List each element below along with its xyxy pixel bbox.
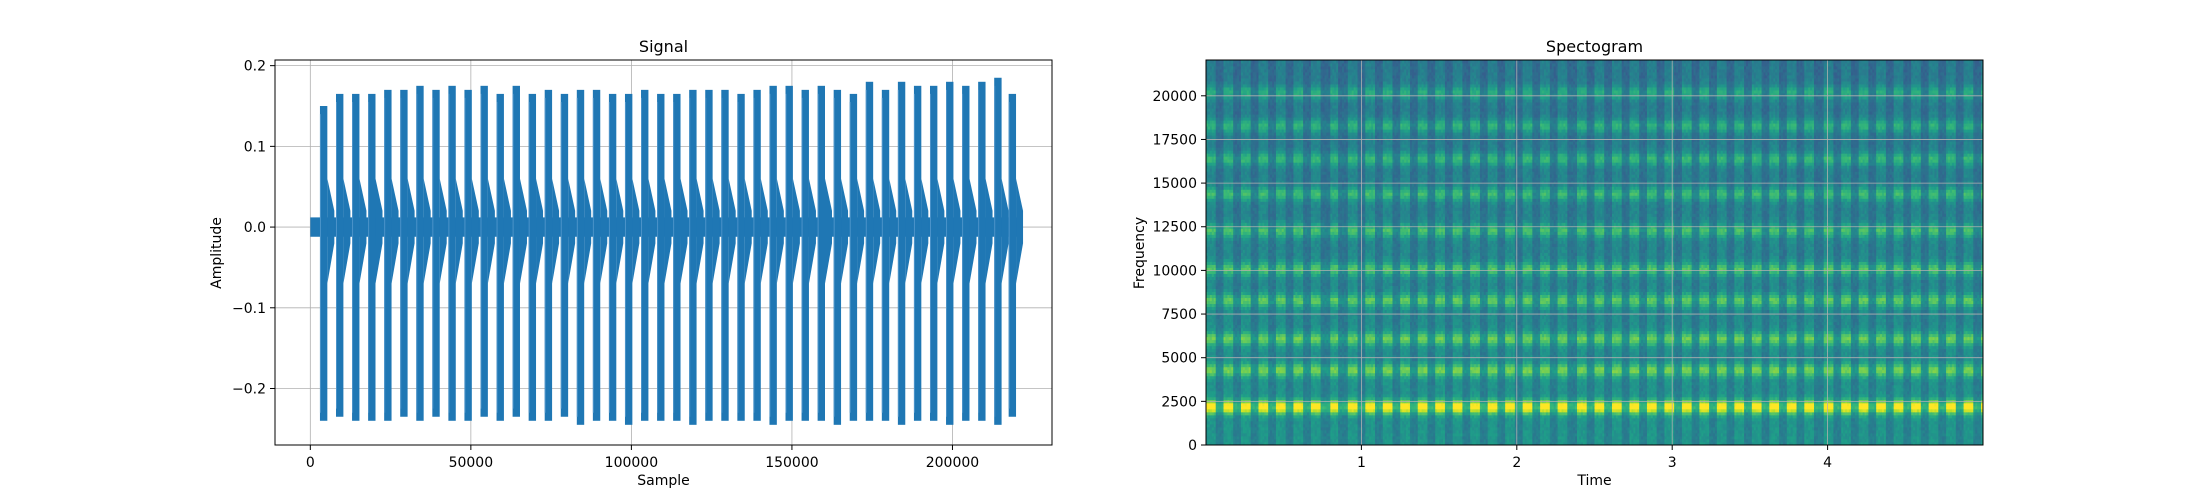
signal-xlabel: Sample bbox=[637, 473, 690, 489]
signal-y-tick-label: 0.2 bbox=[244, 59, 266, 75]
signal-x-tick-label: 0 bbox=[306, 455, 315, 471]
spectrogram-y-tick-label: 5000 bbox=[1161, 351, 1197, 367]
signal-y-tick-label: −0.2 bbox=[232, 382, 266, 398]
signal-y-tick-label: −0.1 bbox=[232, 301, 266, 317]
spectrogram-x-tick-label: 1 bbox=[1357, 455, 1366, 471]
signal-title: Signal bbox=[639, 37, 688, 56]
signal-x-tick-label: 50000 bbox=[449, 455, 494, 471]
spectrogram-y-tick-label: 0 bbox=[1188, 438, 1197, 454]
spectrogram-y-tick-label: 20000 bbox=[1152, 89, 1197, 105]
spectrogram-chart: 1 2 3 4 0 2500 5000 7500 10000 12500 15000 17500 200… bbox=[1132, 37, 1983, 489]
signal-x-tick-label: 100000 bbox=[605, 455, 658, 471]
spectrogram-y-tick-label: 2500 bbox=[1161, 394, 1197, 410]
signal-chart: 0 50000 100000 150000 200000 −0.2 −0.1 0.0 0.1 0.… bbox=[209, 37, 1052, 489]
spectrogram-x-tick-label: 4 bbox=[1823, 455, 1832, 471]
spectrogram-xlabel: Time bbox=[1576, 473, 1611, 489]
spectrogram-x-tick-label: 2 bbox=[1512, 455, 1521, 471]
signal-x-tick-label: 200000 bbox=[926, 455, 979, 471]
spectrogram-x-tick-label: 3 bbox=[1668, 455, 1677, 471]
spectrogram-y-tick-label: 12500 bbox=[1152, 220, 1197, 236]
signal-ylabel: Amplitude bbox=[209, 217, 225, 289]
spectrogram-heatmap bbox=[1206, 60, 1983, 445]
spectrogram-title: Spectogram bbox=[1546, 37, 1643, 56]
spectrogram-y-tick-label: 17500 bbox=[1152, 132, 1197, 148]
spectrogram-y-tick-label: 15000 bbox=[1152, 176, 1197, 192]
signal-x-tick-label: 150000 bbox=[765, 455, 818, 471]
signal-y-tick-label: 0.0 bbox=[244, 220, 266, 236]
signal-y-tick-label: 0.1 bbox=[244, 139, 266, 155]
spectrogram-y-tick-label: 7500 bbox=[1161, 307, 1197, 323]
spectrogram-ylabel: Frequency bbox=[1132, 217, 1148, 289]
spectrogram-y-tick-label: 10000 bbox=[1152, 263, 1197, 279]
